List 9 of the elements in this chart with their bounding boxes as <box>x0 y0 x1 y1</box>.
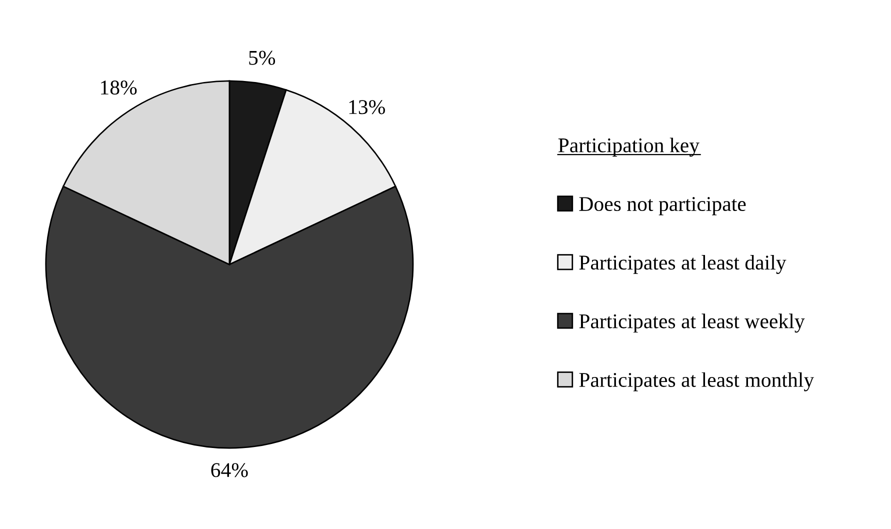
legend-title: Participation key <box>558 138 700 157</box>
data-label: 64% <box>211 463 248 478</box>
data-label: 13% <box>349 100 385 114</box>
legend-label: Participates at least weekly <box>579 314 805 333</box>
legend-label: Participates at least monthly <box>579 372 814 392</box>
legend-label: Participates at least daily <box>579 254 786 274</box>
data-label: 18% <box>101 80 137 95</box>
legend-label: Does not participate <box>579 197 746 216</box>
data-label: 5% <box>249 50 276 65</box>
